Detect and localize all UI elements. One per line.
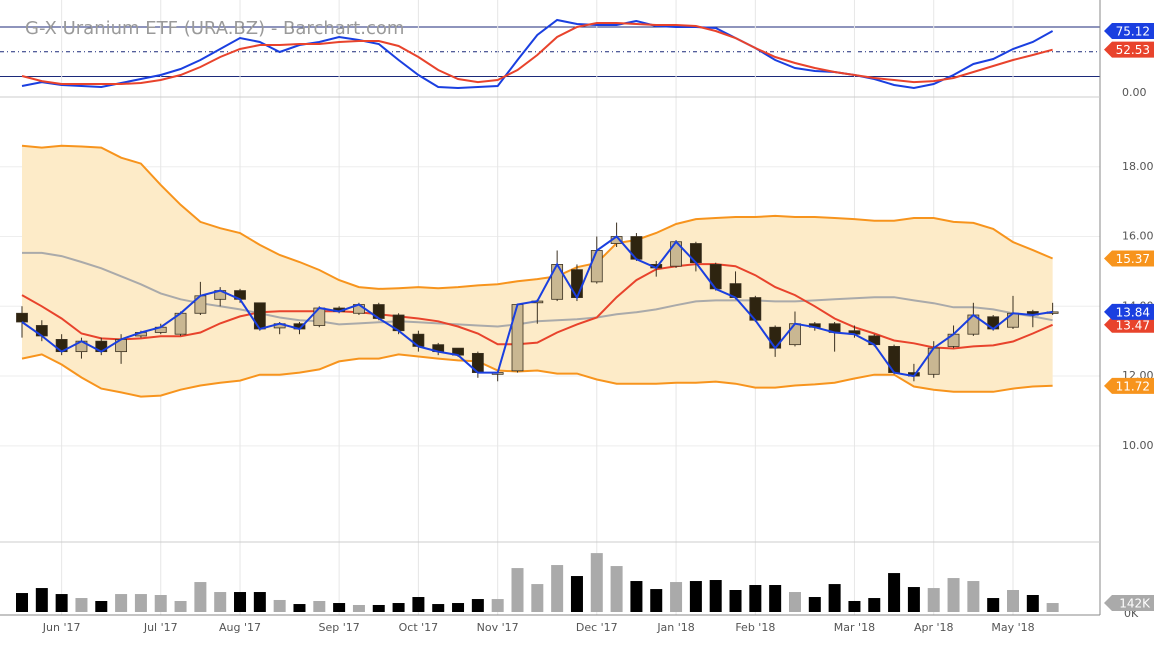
volume-bar — [907, 587, 920, 612]
volume-bar — [273, 599, 286, 612]
volume-bar — [769, 585, 782, 612]
volume-bar — [253, 592, 266, 612]
volume-bar — [372, 604, 385, 612]
volume-bar — [234, 592, 247, 612]
volume-bar — [16, 593, 28, 612]
volume-bar — [531, 584, 544, 612]
volume-bar — [491, 599, 504, 612]
volume-bar — [630, 581, 643, 612]
volume-bar — [947, 578, 960, 612]
volume-bar — [95, 601, 108, 612]
volume-bar — [888, 573, 901, 612]
x-tick-label: Feb '18 — [735, 621, 775, 634]
candle-body — [789, 323, 801, 346]
value-tag-box — [1104, 23, 1154, 40]
volume-bar — [808, 597, 821, 612]
volume-bar — [670, 582, 683, 612]
volume-bar — [570, 576, 583, 612]
y-tick-label: 18.00 — [1122, 160, 1154, 173]
value-tag-box — [1104, 250, 1154, 267]
volume-bar — [689, 581, 702, 612]
value-tag-box — [1104, 595, 1154, 612]
line-series — [21, 263, 1054, 350]
volume-bar — [1026, 594, 1039, 612]
volume-bar — [174, 601, 187, 612]
volume-bar — [729, 590, 742, 612]
volume-bar — [471, 599, 484, 612]
volume-bar — [35, 588, 48, 612]
x-tick-label: Jul '17 — [143, 621, 178, 634]
value-tag: 75.12 — [1116, 25, 1150, 39]
y-tick-label: 16.00 — [1122, 230, 1154, 243]
x-tick-label: May '18 — [991, 621, 1034, 634]
line-series — [21, 18, 1054, 90]
volume-bar — [788, 592, 801, 612]
volume-bar — [1007, 590, 1019, 612]
volume-bar — [927, 588, 940, 612]
line-series — [21, 353, 1053, 398]
line-series — [21, 22, 1053, 85]
volume-bar — [293, 604, 306, 612]
x-tick-label: Jun '17 — [42, 621, 81, 634]
x-tick-label: Aug '17 — [219, 621, 261, 634]
volume-bar — [134, 594, 147, 612]
volume-bar — [313, 601, 326, 612]
volume-bar — [967, 581, 980, 612]
volume-bar — [452, 603, 465, 612]
volume-bar — [590, 553, 603, 612]
volume-bar — [392, 603, 405, 612]
volume-bar — [75, 598, 88, 612]
volume-bar — [1046, 603, 1059, 612]
volume-bar — [828, 584, 841, 612]
volume-bar — [214, 592, 227, 612]
value-tag-box — [1104, 41, 1154, 58]
x-tick-label: Oct '17 — [399, 621, 439, 634]
volume-bar — [352, 604, 365, 612]
volume-bar — [868, 598, 881, 612]
value-tag: 11.72 — [1116, 379, 1150, 393]
x-tick-label: Mar '18 — [834, 621, 875, 634]
volume-bar — [650, 589, 663, 612]
x-tick-label: Nov '17 — [477, 621, 519, 634]
volume-bar — [848, 601, 861, 612]
marks-layer — [16, 18, 1059, 612]
candle-body — [571, 269, 583, 298]
value-tag: 15.37 — [1116, 252, 1150, 266]
y-tick-label: 10.00 — [1122, 439, 1154, 452]
x-tick-label: Sep '17 — [318, 621, 359, 634]
volume-bar — [610, 566, 623, 612]
value-tag: 13.84 — [1116, 305, 1150, 319]
value-tag-box — [1104, 377, 1154, 394]
volume-bar — [432, 604, 445, 612]
volume-bar — [412, 597, 425, 612]
volume-bar — [987, 598, 1000, 612]
value-tag: 52.53 — [1116, 43, 1150, 57]
volume-bar — [194, 582, 207, 612]
x-tick-label: Jan '18 — [656, 621, 694, 634]
value-tag-box — [1104, 316, 1154, 333]
volume-bar — [749, 585, 762, 612]
candle-body — [16, 312, 28, 323]
line-series — [21, 144, 1053, 290]
candle-body — [769, 326, 782, 349]
volume-bar — [333, 603, 346, 612]
x-tick-label: Dec '17 — [576, 621, 618, 634]
y-tick-label: 0.00 — [1122, 86, 1147, 99]
value-tag: 13.47 — [1116, 318, 1150, 332]
line-series — [21, 235, 1053, 378]
volume-bar — [154, 594, 167, 612]
volume-bar — [55, 594, 68, 612]
value-tag: 142K — [1119, 597, 1151, 611]
volume-bar — [511, 568, 524, 612]
volume-bar — [115, 594, 128, 612]
candle-body — [590, 250, 603, 283]
chart-title: G-X Uranium ETF (URA.BZ) - Barchart.com — [25, 18, 404, 39]
volume-bar — [709, 580, 722, 612]
x-tick-label: Apr '18 — [914, 621, 954, 634]
value-tag-box — [1104, 303, 1154, 320]
volume-bar — [551, 565, 564, 612]
